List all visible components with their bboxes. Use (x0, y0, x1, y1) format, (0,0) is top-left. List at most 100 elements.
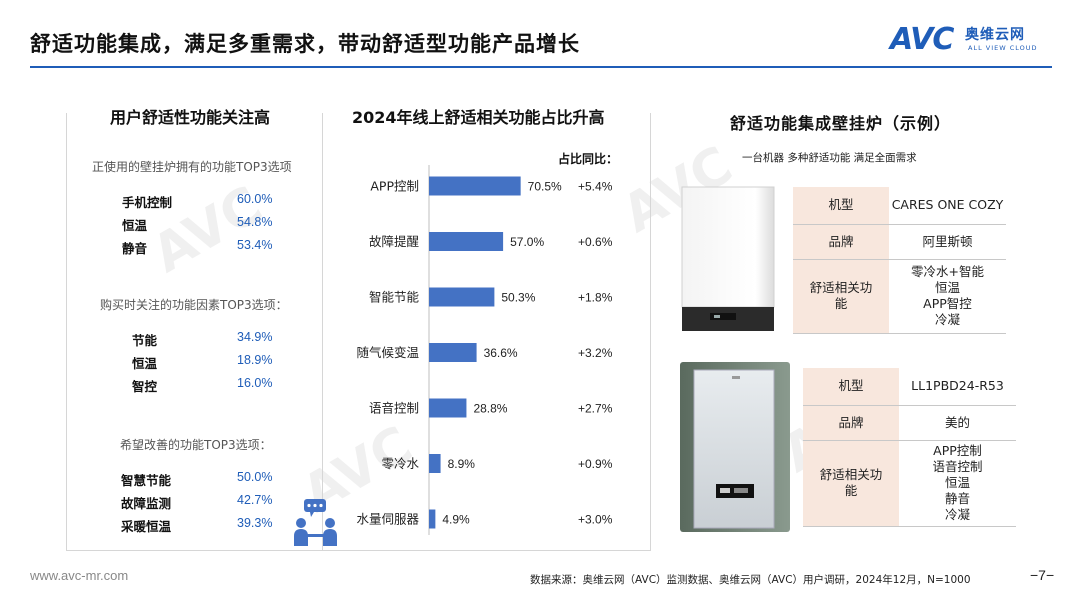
value-label: 8.9% (448, 457, 476, 471)
spec-key: 舒适相关功能 (803, 440, 899, 527)
survey-item-value: 50.0% (237, 470, 273, 484)
spec-value-line: APP控制 (933, 443, 982, 458)
spec-row: 舒适相关功能 APP控制 语音控制 恒温 静音 冷凝 (803, 440, 1016, 527)
left-panel-title: 用户舒适性功能关注高 (100, 104, 281, 128)
survey-item-name: 采暖恒温 (121, 519, 172, 534)
right-panel-subtitle: 一台机器 多种舒适功能 满足全面需求 (742, 152, 917, 164)
boiler-product-image-1 (681, 186, 775, 331)
website-url: www.avc-mr.com (30, 568, 129, 583)
spec-key: 机型 (793, 187, 889, 225)
avc-logo: AVC 奥维云网 ALL VIEW CLOUD (890, 22, 1060, 62)
spec-value: CARES ONE COZY (889, 187, 1006, 225)
value-label: 4.9% (442, 513, 470, 527)
survey-item-name: 恒温 (132, 356, 158, 371)
spec-value-line: LL1PBD24-R53 (911, 378, 1004, 394)
spec-key: 品牌 (793, 224, 889, 260)
spec-value-line: 冷凝 (934, 312, 960, 327)
bar (429, 232, 504, 251)
spec-row: 舒适相关功能 零冷水+智能 恒温 APP智控 冷凝 (793, 259, 1006, 334)
yoy-label: +1.8% (578, 291, 613, 305)
panel-divider (322, 113, 323, 551)
survey-item-value: 54.8% (237, 215, 273, 229)
survey-item-name: 手机控制 (122, 195, 173, 210)
yoy-header: 占比同比： (558, 152, 619, 166)
spec-row: 机型 CARES ONE COZY (793, 187, 1006, 225)
spec-value-line: CARES ONE COZY (891, 197, 1004, 213)
boiler-product-image-2 (680, 362, 790, 532)
category-label: APP控制 (370, 179, 419, 194)
category-label: 智能节能 (369, 290, 420, 305)
bar (429, 398, 467, 418)
spec-value-line: 语音控制 (932, 459, 983, 474)
value-label: 57.0% (510, 235, 544, 249)
survey-item-value: 53.4% (237, 238, 273, 252)
spec-key: 品牌 (803, 405, 899, 441)
survey-group-label: 正使用的壁挂炉拥有的功能TOP3选项 (92, 160, 292, 174)
bar (429, 343, 477, 362)
logo-mark: AVC (890, 22, 954, 57)
spec-value-line: 美的 (944, 414, 970, 430)
yoy-label: +3.0% (578, 513, 613, 527)
data-source-note: 数据来源：奥维云网（AVC）监测数据、奥维云网（AVC）用户调研，2024年12… (530, 574, 971, 586)
survey-item-name: 静音 (122, 241, 148, 256)
survey-item-name: 智慧节能 (121, 473, 172, 488)
spec-table-product-2: 机型 LL1PBD24-R53 品牌 美的 舒适相关功能 APP控制 语音控制 恒温 静音 冷凝 (803, 368, 1016, 527)
bar (429, 176, 521, 196)
survey-item-name: 故障监测 (121, 496, 172, 511)
spec-value-line: 零冷水+智能 (911, 264, 984, 279)
survey-item-value: 16.0% (237, 376, 273, 390)
bar (429, 454, 441, 473)
spec-value-line: 阿里斯顿 (922, 233, 973, 249)
yoy-label: +2.7% (578, 402, 613, 416)
category-label: 零冷水 (381, 456, 419, 471)
survey-item-name: 节能 (132, 333, 158, 348)
right-panel-title: 舒适功能集成壁挂炉（示例） (730, 114, 952, 133)
survey-item-value: 60.0% (237, 192, 273, 206)
spec-value: 美的 (899, 405, 1016, 441)
spec-value: LL1PBD24-R53 (899, 368, 1016, 406)
value-label: 50.3% (501, 291, 535, 305)
bar (429, 287, 495, 307)
page-title: 舒适功能集成，满足多重需求，带动舒适型功能产品增长 (30, 32, 580, 56)
bar (429, 509, 436, 529)
value-label: 70.5% (528, 180, 562, 194)
category-label: 水量伺服器 (356, 512, 419, 527)
category-label: 语音控制 (369, 401, 419, 416)
survey-item-value: 42.7% (237, 493, 273, 507)
page-number: −7− (1030, 567, 1055, 583)
spec-value-line: 冷凝 (944, 507, 970, 522)
spec-value: 阿里斯顿 (889, 224, 1006, 260)
spec-value-line: 恒温 (944, 475, 970, 490)
survey-item-value: 34.9% (237, 330, 273, 344)
spec-key: 舒适相关功能 (793, 259, 889, 334)
spec-value: APP控制 语音控制 恒温 静音 冷凝 (899, 440, 1016, 527)
survey-group-label: 希望改善的功能TOP3选项： (120, 438, 272, 452)
value-label: 36.6% (484, 346, 518, 360)
value-label: 28.8% (473, 402, 507, 416)
header-divider (30, 66, 1052, 68)
yoy-label: +0.6% (578, 235, 613, 249)
survey-item-value: 18.9% (237, 353, 273, 367)
survey-item-name: 恒温 (122, 218, 148, 233)
spec-row: 品牌 阿里斯顿 (793, 224, 1006, 260)
spec-row: 品牌 美的 (803, 405, 1016, 441)
spec-value: 零冷水+智能 恒温 APP智控 冷凝 (889, 259, 1006, 334)
spec-value-line: APP智控 (923, 296, 972, 311)
logo-cn-text: 奥维云网 (965, 27, 1025, 43)
spec-row: 机型 LL1PBD24-R53 (803, 368, 1016, 406)
yoy-label: +3.2% (578, 346, 613, 360)
spec-value-line: 静音 (944, 491, 970, 506)
survey-item-name: 智控 (132, 379, 158, 394)
left-panels-frame (66, 113, 651, 551)
spec-table-product-1: 机型 CARES ONE COZY 品牌 阿里斯顿 舒适相关功能 零冷水+智能 恒温 APP智… (793, 187, 1006, 334)
function-share-bar-chart: APP控制 70.5% +5.4% 故障提醒 57.0% +0.6% 智能节能 50.3% +1… (356, 165, 613, 535)
yoy-label: +5.4% (578, 180, 613, 194)
chart-title: 2024年线上舒适相关功能占比升高 (342, 104, 615, 128)
yoy-label: +0.9% (578, 457, 613, 471)
category-label: 故障提醒 (369, 234, 420, 249)
spec-key: 机型 (803, 368, 899, 406)
people-chat-icon (294, 499, 337, 546)
category-label: 随气候变温 (356, 345, 419, 360)
spec-value-line: 恒温 (934, 280, 960, 295)
logo-en-text: ALL VIEW CLOUD (968, 44, 1038, 52)
